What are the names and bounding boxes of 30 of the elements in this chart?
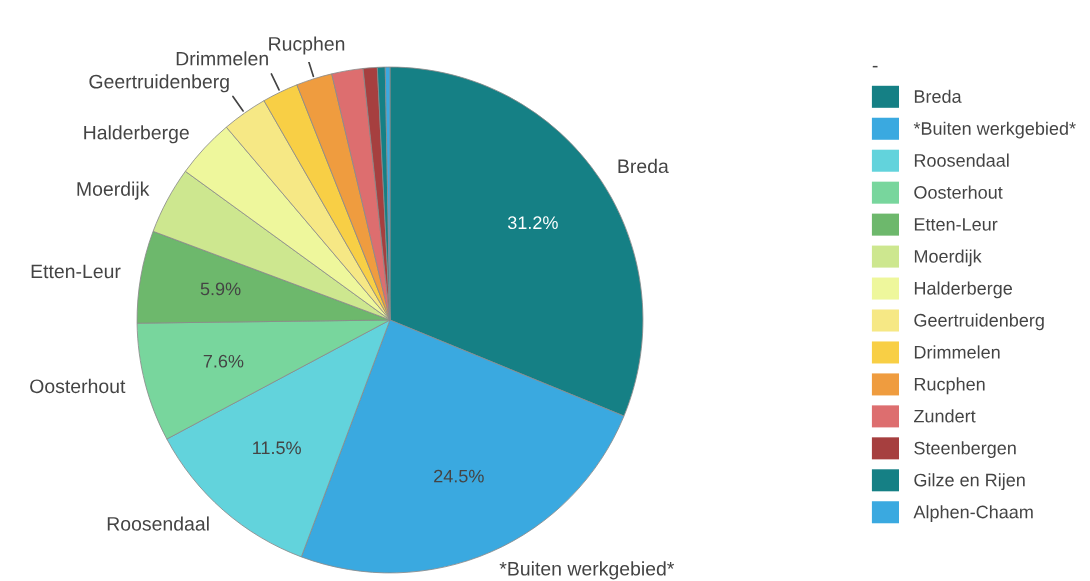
legend-label: Roosendaal <box>914 153 1009 167</box>
slice-label: Moerdijk <box>77 181 150 200</box>
legend-label: Steenbergen <box>914 441 1016 459</box>
slice-label: Halderberge <box>84 125 189 144</box>
data-label: 7.6% <box>203 354 244 368</box>
data-label: 31.2% <box>507 216 558 230</box>
legend-label: Moerdijk <box>914 249 982 267</box>
legend-label: Rucphen <box>914 377 985 395</box>
slice-label: Breda <box>618 158 669 174</box>
legend-title: - <box>872 65 878 68</box>
legend-label: *Buiten werkgebied* <box>913 121 1076 139</box>
legend-label: Geertruidenberg <box>914 313 1044 331</box>
data-label: 24.5% <box>434 469 484 483</box>
legend-label: Oosterhout <box>914 185 1003 199</box>
data-label: 11.5% <box>253 441 301 455</box>
legend-label: Drimmelen <box>914 345 1000 359</box>
legend-label: Alphen-Chaam <box>913 505 1033 522</box>
slice-label: Roosendaal <box>107 516 209 531</box>
legend-label: Breda <box>914 89 962 103</box>
legend-label: Gilze en Rijen <box>914 473 1025 490</box>
legend-label: Halderberge <box>914 281 1012 299</box>
slice-label: Oosterhout <box>30 378 126 394</box>
slice-label: Geertruidenberg <box>89 74 229 93</box>
slice-label: Etten-Leur <box>31 264 121 279</box>
slice-label: *Buiten werkgebied* <box>499 561 675 580</box>
slice-label: Rucphen <box>269 36 345 55</box>
data-label: 5.9% <box>200 282 241 296</box>
legend-label: Etten-Leur <box>914 218 998 231</box>
slice-label: Drimmelen <box>176 51 268 66</box>
legend-label: Zundert <box>914 409 976 423</box>
